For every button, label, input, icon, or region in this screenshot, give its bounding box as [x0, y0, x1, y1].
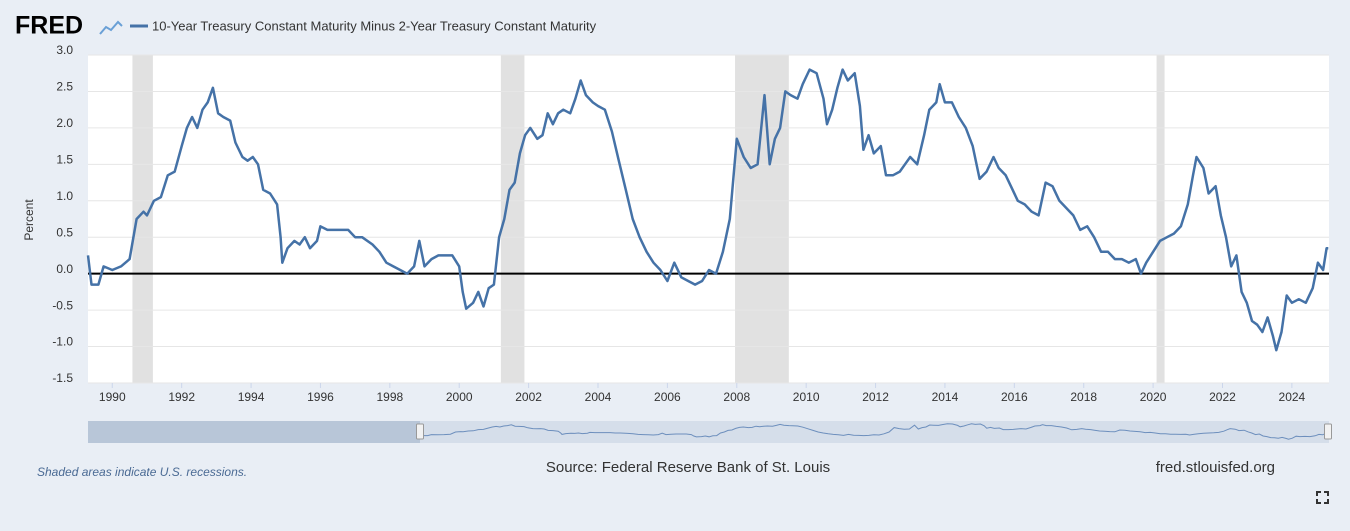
series-line [86, 68, 1329, 352]
y-tick-label: -1.0 [52, 335, 73, 349]
legend-label: 10-Year Treasury Constant Maturity Minus… [152, 18, 597, 33]
recession-band [132, 55, 153, 383]
y-tick-label: 0.0 [56, 262, 73, 276]
y-tick-label: 0.5 [56, 225, 73, 239]
x-tick-label: 2012 [862, 390, 889, 404]
y-tick-label: 2.5 [56, 80, 73, 94]
x-tick-label: 2022 [1209, 390, 1236, 404]
navigator-handle[interactable] [1324, 423, 1332, 440]
source: Source: Federal Reserve Bank of St. Loui… [546, 459, 830, 476]
x-tick-label: 2000 [446, 390, 473, 404]
navigator-unselected [88, 421, 420, 443]
y-tick-label: -0.5 [52, 298, 73, 312]
logo: FRED [15, 12, 83, 40]
logo-icon [99, 20, 123, 35]
x-tick-label: 2018 [1070, 390, 1097, 404]
fullscreen-button[interactable] [1316, 491, 1329, 504]
plot-area [88, 55, 1329, 383]
y-axis-label: Percent [22, 199, 36, 241]
x-tick-label: 2020 [1140, 390, 1167, 404]
footnote: Shaded areas indicate U.S. recessions. [37, 465, 247, 479]
y-tick-label: 2.0 [56, 116, 73, 130]
site[interactable]: fred.stlouisfed.org [1156, 459, 1275, 476]
recession-band [1156, 55, 1165, 383]
x-tick-label: 2014 [932, 390, 959, 404]
recession-band [735, 55, 789, 383]
recession-band [500, 55, 525, 383]
x-tick-label: 1996 [307, 390, 334, 404]
navigator-handle[interactable] [416, 423, 424, 440]
y-tick-label: 3.0 [56, 43, 73, 57]
x-tick-label: 2004 [585, 390, 612, 404]
y-tick-label: 1.0 [56, 189, 73, 203]
x-tick-label: 2010 [793, 390, 820, 404]
y-tick-label: -1.5 [52, 371, 73, 385]
x-tick-label: 1990 [99, 390, 126, 404]
fullscreen-icon [1316, 491, 1329, 504]
y-tick-label: 1.5 [56, 153, 73, 167]
x-tick-label: 2024 [1279, 390, 1306, 404]
x-tick-label: 2002 [515, 390, 542, 404]
x-tick-label: 2008 [723, 390, 750, 404]
x-tick-label: 1994 [238, 390, 265, 404]
x-tick-label: 2016 [1001, 390, 1028, 404]
x-tick-label: 2006 [654, 390, 681, 404]
navigator-line [419, 423, 1327, 440]
x-tick-label: 1998 [376, 390, 403, 404]
x-tick-label: 1992 [168, 390, 195, 404]
